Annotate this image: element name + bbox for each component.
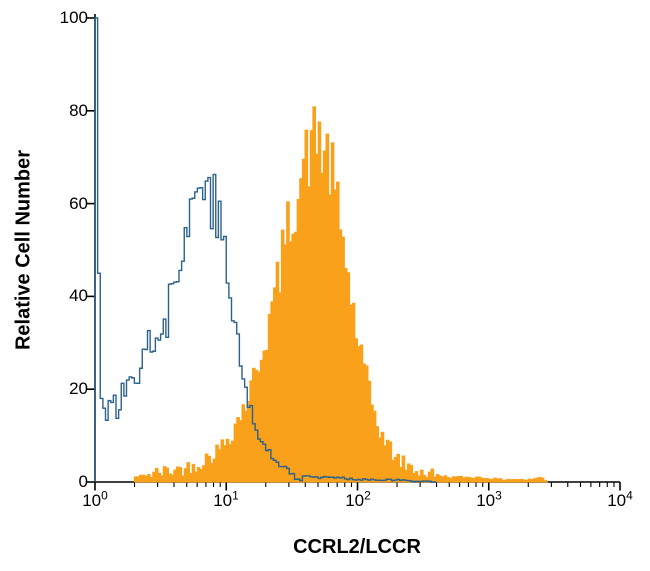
x-tick-label-1e2: 102 xyxy=(323,488,393,512)
filled-histogram-series xyxy=(133,106,548,483)
x-tick-label-1e0: 100 xyxy=(60,488,130,512)
x-tick-base: 10 xyxy=(476,491,496,510)
x-tick-base: 10 xyxy=(345,491,365,510)
y-axis-label: Relative Cell Number xyxy=(12,149,35,351)
x-tick-base: 10 xyxy=(82,491,102,510)
y-tick-label-100: 100 xyxy=(59,8,88,27)
x-tick-exponent: 2 xyxy=(364,488,371,503)
outline-histogram-series xyxy=(94,17,437,483)
x-tick-exponent: 1 xyxy=(232,488,239,503)
x-tick-label-1e1: 101 xyxy=(191,488,261,512)
y-tick-label-0: 0 xyxy=(78,472,88,491)
y-tick-label-20: 20 xyxy=(69,379,88,398)
x-tick-exponent: 0 xyxy=(101,488,108,503)
x-axis-label: CCRL2/LCCR xyxy=(293,536,421,558)
x-tick-exponent: 4 xyxy=(626,488,633,503)
x-tick-base: 10 xyxy=(607,491,627,510)
y-tick-label-80: 80 xyxy=(69,101,88,120)
x-tick-base: 10 xyxy=(213,491,233,510)
x-tick-exponent: 3 xyxy=(495,488,502,503)
x-tick-label-1e3: 103 xyxy=(454,488,524,512)
x-tick-label-1e4: 104 xyxy=(585,488,650,512)
y-tick-label-40: 40 xyxy=(69,286,88,305)
y-tick-label-60: 60 xyxy=(69,194,88,213)
